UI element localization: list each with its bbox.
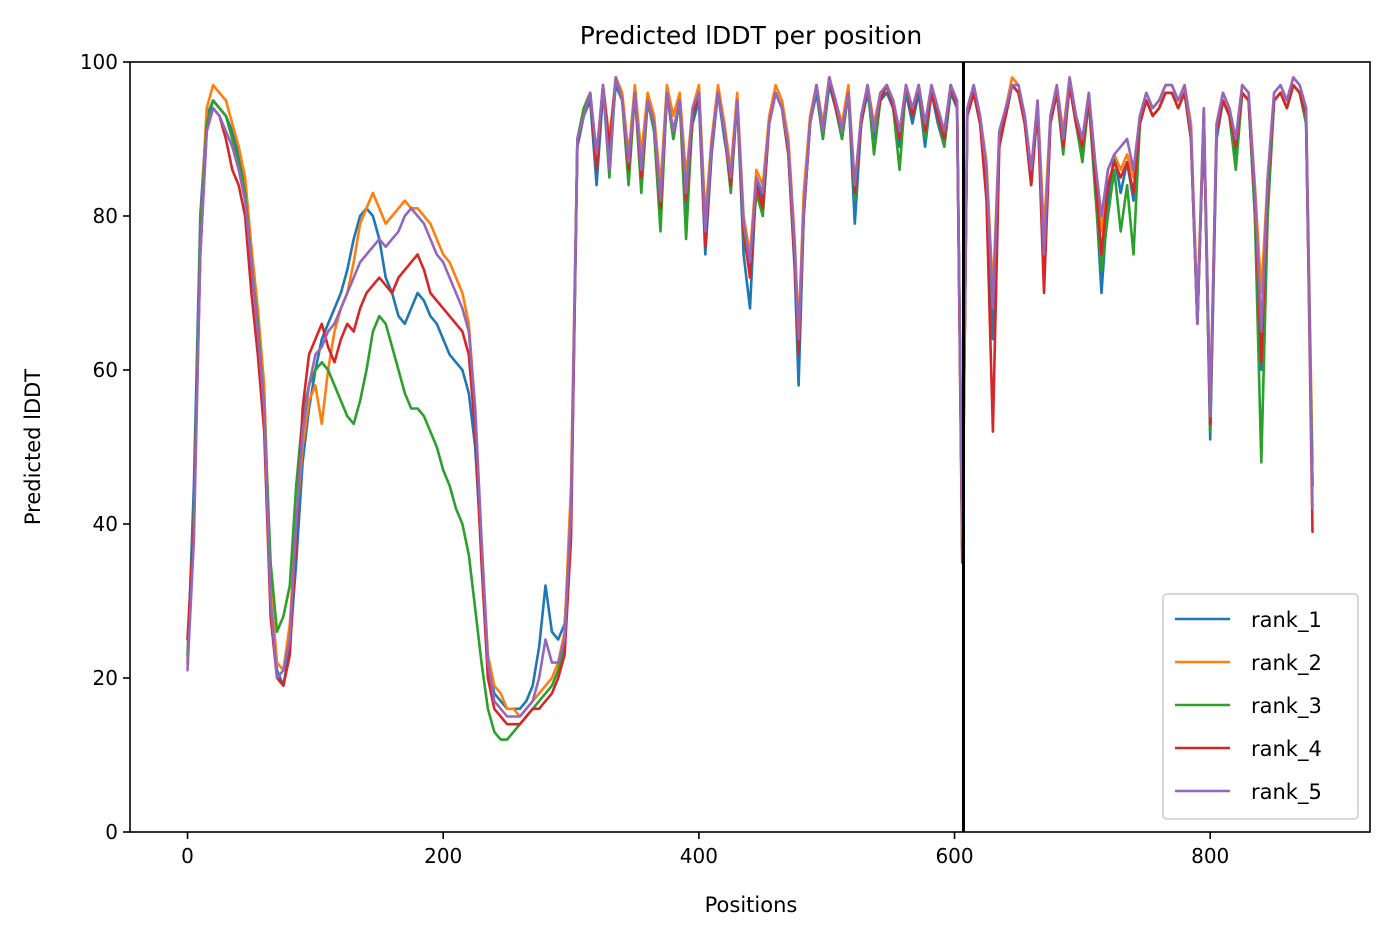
- legend-label-rank_2: rank_2: [1251, 651, 1322, 676]
- legend-label-rank_5: rank_5: [1251, 780, 1322, 805]
- legend-label-rank_1: rank_1: [1251, 608, 1322, 633]
- chart-title: Predicted lDDT per position: [580, 21, 922, 50]
- legend-label-rank_3: rank_3: [1251, 694, 1322, 719]
- x-tick-label: 200: [424, 844, 462, 868]
- series-line-rank_5: [186, 76, 1314, 718]
- y-tick-label: 40: [93, 512, 118, 536]
- y-tick-label: 80: [93, 204, 118, 228]
- axes: 0 200 400 600 800 0 20 40 60 80 100: [80, 50, 1371, 868]
- x-tick-label: 400: [680, 844, 718, 868]
- legend-box: [1162, 593, 1359, 820]
- x-tick-label: 0: [181, 844, 194, 868]
- y-tick-label: 100: [80, 50, 118, 74]
- x-tick-label: 800: [1191, 844, 1229, 868]
- legend: rank_1 rank_2 rank_3 rank_4 rank_5: [1162, 593, 1359, 820]
- x-axis-label: Positions: [705, 893, 798, 917]
- y-tick-label: 60: [93, 358, 118, 382]
- plot-area: [186, 62, 1314, 832]
- legend-label-rank_4: rank_4: [1251, 737, 1322, 762]
- x-tick-label: 600: [935, 844, 973, 868]
- axes-frame: [129, 61, 1371, 833]
- y-axis-label: Predicted lDDT: [21, 369, 45, 525]
- y-tick-label: 0: [105, 820, 118, 844]
- y-tick-label: 20: [93, 666, 118, 690]
